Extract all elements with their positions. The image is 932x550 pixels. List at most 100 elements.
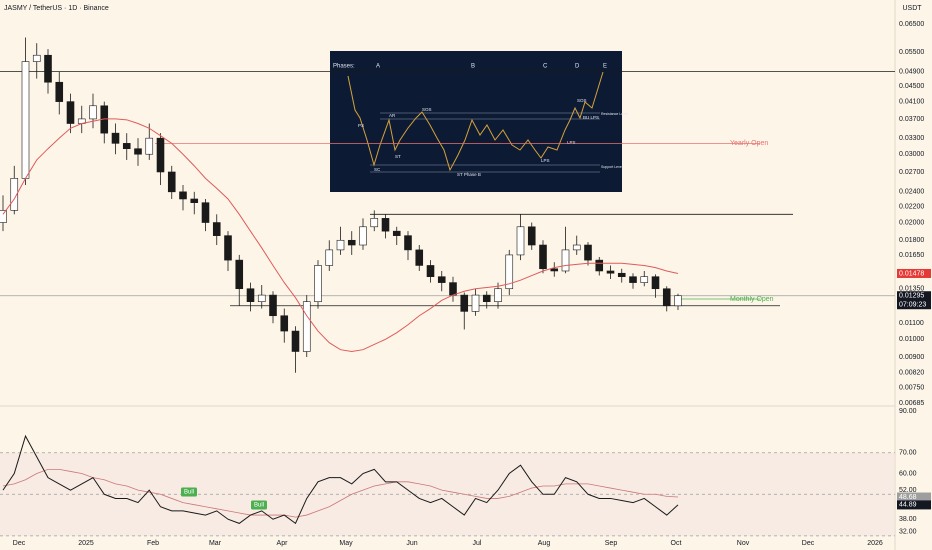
candle-body	[415, 249, 424, 266]
candle-body	[122, 143, 131, 150]
rsi-line	[2, 434, 679, 525]
price-marker	[897, 268, 931, 278]
y-tick-label: 0.01000	[899, 336, 924, 343]
inset-label: ST	[395, 154, 401, 159]
currency: USDT	[902, 5, 922, 12]
y-tick-label: 32.00	[899, 529, 917, 536]
candle-body	[145, 137, 154, 155]
price-marker-label: 0.01478	[899, 270, 924, 277]
price-marker-label: 48.68	[899, 494, 917, 501]
inset-label: B	[471, 64, 475, 70]
candle-body	[55, 81, 64, 102]
candle-body	[44, 54, 52, 83]
candle-body	[280, 315, 289, 332]
y-tick-label: 0.01350	[899, 286, 924, 293]
candle-body	[482, 294, 491, 302]
inset-label: PS	[358, 123, 364, 128]
x-tick-label: Aug	[538, 540, 551, 547]
candle-body	[460, 294, 469, 312]
inset-label: LPS	[541, 158, 550, 163]
candle-body	[257, 294, 266, 302]
inset-label: SOS	[577, 98, 587, 103]
candle-body	[179, 191, 187, 200]
x-tick-label: Mar	[209, 540, 222, 547]
inset-label: A	[376, 64, 380, 70]
inset-label: ST Phase B	[457, 172, 481, 177]
y-tick-label: 70.00	[899, 450, 917, 457]
candle-body	[156, 137, 165, 173]
y-tick-label: 0.02700	[899, 169, 924, 176]
candle-body	[201, 202, 210, 223]
y-tick-label: 0.01100	[899, 320, 924, 327]
inset-label: E	[603, 64, 607, 70]
x-tick-label: Dec	[13, 540, 26, 547]
candle-body	[471, 294, 480, 312]
y-tick-label: 0.01650	[899, 252, 924, 259]
x-tick-label: 2026	[867, 540, 883, 547]
x-tick-label: Dec	[802, 540, 815, 547]
candle-body	[21, 61, 30, 179]
x-tick-label: May	[339, 540, 353, 547]
y-tick-label: 0.00820	[899, 370, 924, 377]
y-tick-label: 0.00900	[899, 354, 924, 361]
price-marker	[897, 291, 931, 310]
y-tick-label: 0.00685	[899, 400, 924, 407]
inset-image: Phases: A B C D E PS SC AR ST SOS ST Phase B LPS LPS B…	[330, 51, 628, 192]
price-marker	[897, 492, 931, 502]
countdown-label: 07:09:23	[899, 302, 926, 309]
candle-body	[235, 259, 244, 290]
y-tick-label: 0.06500	[899, 21, 924, 28]
inset-label: C	[543, 64, 548, 70]
candle-body	[314, 265, 322, 302]
candle-body	[0, 210, 7, 223]
candle-body	[370, 218, 379, 228]
candle-body	[494, 288, 502, 302]
candle-body	[347, 239, 356, 246]
candle-body	[66, 101, 75, 124]
symbol-title: JASMY / TetherUS · 1D · Binance	[4, 5, 109, 12]
x-tick-label: Feb	[147, 540, 159, 547]
candle-body	[89, 105, 97, 120]
y-tick-label: 0.00750	[899, 385, 924, 392]
candle-body	[426, 265, 435, 277]
candle-body	[224, 235, 232, 261]
moving-average	[2, 118, 679, 353]
x-tick-label: Jun	[406, 540, 417, 547]
candle-body	[572, 244, 581, 251]
x-tick-label: Oct	[671, 540, 682, 547]
x-tick-label: Nov	[737, 540, 750, 547]
candle-body	[32, 54, 41, 62]
y-tick-label: 0.04900	[899, 68, 924, 75]
candle-body	[617, 272, 626, 277]
y-tick-label: 0.04500	[899, 83, 924, 90]
candle-body	[629, 276, 637, 283]
candle-body	[539, 244, 547, 270]
candle-body	[269, 294, 277, 317]
x-tick-label: Jul	[473, 540, 482, 547]
y-tick-label: 0.02000	[899, 219, 924, 226]
candle-body	[584, 244, 592, 261]
y-tick-label: 0.04100	[899, 98, 924, 105]
candle-body	[134, 148, 142, 155]
y-tick-label: 0.03700	[899, 116, 924, 123]
candle-body	[595, 259, 604, 272]
y-tick-label: 0.02200	[899, 203, 924, 210]
x-tick-label: 2025	[78, 540, 94, 547]
candle-body	[404, 235, 412, 251]
price-marker-label: 44.89	[899, 502, 917, 509]
y-tick-label: 0.01800	[899, 237, 924, 244]
y-tick-label: 0.02400	[899, 189, 924, 196]
candle-body	[381, 218, 390, 232]
inset-label: BU LPS	[583, 115, 599, 120]
y-tick-label: 52.00	[899, 487, 917, 494]
inset-panel	[330, 51, 622, 192]
y-tick-label: 60.00	[899, 470, 917, 477]
candle-body	[516, 226, 525, 256]
candle-body	[167, 171, 176, 193]
y-tick-label: 38.00	[899, 516, 917, 523]
candle-body	[651, 276, 660, 290]
level-label: Yearly Open	[730, 140, 768, 147]
x-tick-label: Apr	[277, 540, 289, 547]
inset-label: D	[575, 64, 580, 70]
